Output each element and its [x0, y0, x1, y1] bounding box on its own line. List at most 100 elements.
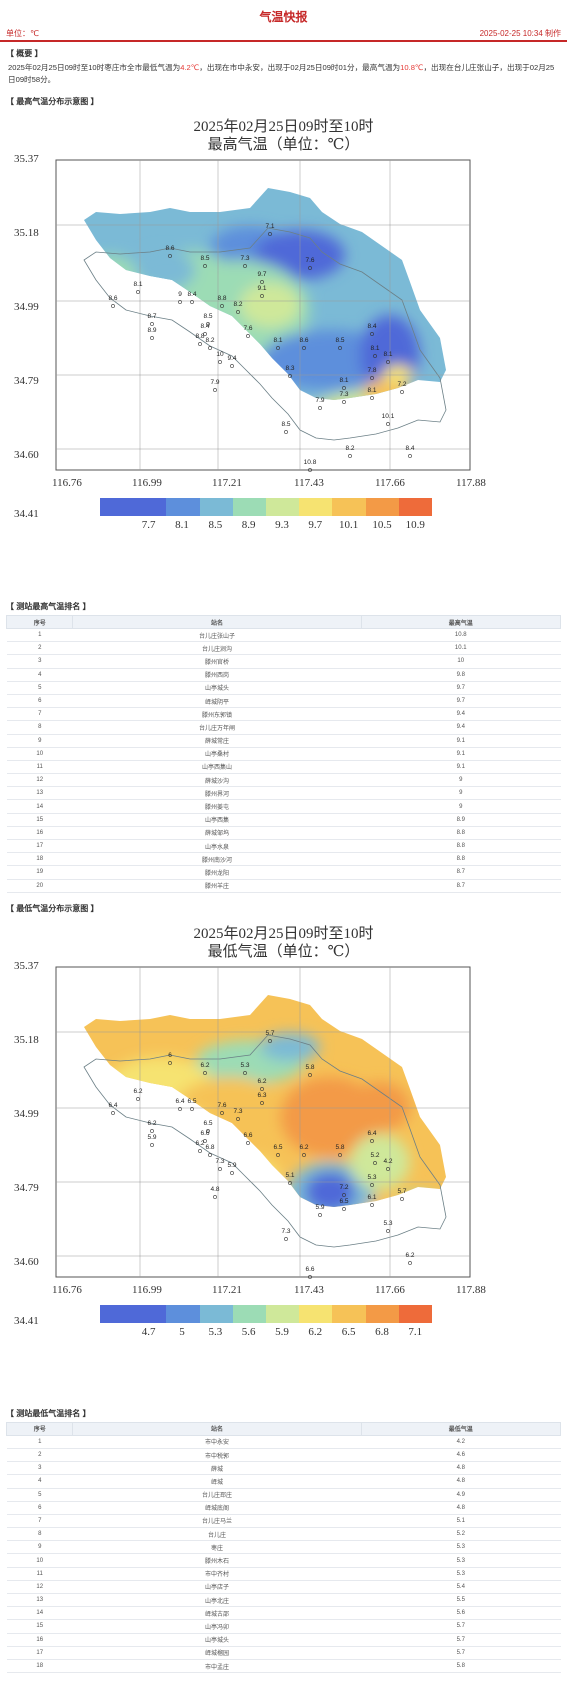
table-cell: 5.2	[361, 1527, 561, 1542]
min-station-value: 6.3	[257, 1092, 266, 1099]
min-temp-value: 4.2℃	[180, 63, 200, 72]
max-station-value: 9	[178, 291, 182, 298]
min-station-marker	[260, 1100, 264, 1105]
table-cell: 9.1	[361, 747, 561, 761]
min-station-value: 5.3	[240, 1062, 249, 1069]
min-station-value: 4.2	[383, 1158, 392, 1165]
max-temp-value: 10.8℃	[400, 63, 424, 72]
max-station-marker	[342, 400, 346, 404]
max-station-marker	[284, 430, 288, 434]
header: 气温快报 单位：℃ 2025-02-25 10:34 制作	[0, 0, 567, 42]
table-cell: 4	[6, 668, 73, 682]
table-cell: 滕州南沙河	[72, 852, 362, 867]
min-station-marker	[288, 1180, 292, 1185]
max-station-value: 8.4	[405, 445, 414, 452]
min-station-marker	[236, 1116, 240, 1121]
max-table-heading: 【 测站最高气温排名 】	[6, 602, 91, 611]
max-legend-label: 8.9	[241, 519, 256, 531]
max-temp-map: 2025年02月25日09时至10时 最高气温（单位：℃） 7.1 7.3 7.6 8.6…	[0, 110, 567, 595]
min-temp-map: 2025年02月25日09时至10时 最低气温（单位：℃） 5.7 5.3 5.8 6 6.…	[0, 917, 567, 1402]
table-row: 16 薛城邹坞 8.8	[6, 826, 561, 841]
table-cell: 8.8	[361, 826, 561, 841]
min-legend-labels: 4.7 5 5.3 5.6 5.9 6.2 6.5 6.8 7.1	[132, 1326, 432, 1338]
table-cell: 薛城	[72, 1461, 362, 1476]
min-station-marker	[230, 1170, 234, 1175]
max-station-marker	[203, 264, 207, 268]
table-cell: 5.7	[361, 1619, 561, 1634]
min-station-marker	[136, 1096, 140, 1101]
min-column-header: 序号	[5, 1421, 74, 1436]
table-cell: 市中永安	[72, 1435, 362, 1449]
min-y-tick: 35.37	[14, 959, 39, 972]
min-table-heading: 【 测站最低气温排名 】	[6, 1408, 91, 1418]
min-station-marker	[373, 1160, 377, 1165]
min-color-zone	[350, 1081, 410, 1132]
min-station-marker	[308, 1072, 312, 1077]
min-legend-label: 6.2	[308, 1325, 323, 1338]
max-y-tick: 34.60	[14, 449, 39, 461]
max-station-value: 10.1	[382, 413, 395, 420]
table-cell: 4.6	[361, 1448, 561, 1463]
table-row: 20 滕州羊庄 8.7	[6, 879, 561, 893]
min-x-tick: 117.21	[212, 1283, 242, 1296]
max-station-marker	[198, 342, 202, 346]
max-legend-label: 9.3	[275, 519, 289, 531]
min-table-header: 序号 站名 最低气温	[5, 1421, 562, 1436]
min-station-marker	[206, 1128, 210, 1133]
max-station-value: 7.8	[367, 367, 376, 374]
table-cell: 4.8	[361, 1501, 561, 1515]
table-cell: 8	[6, 720, 73, 735]
table-cell: 4.8	[361, 1474, 561, 1489]
max-station-value: 8.5	[203, 313, 212, 320]
max-station-value: 8.1	[370, 345, 379, 352]
table-cell: 山亭水泉	[72, 839, 362, 854]
table-cell: 8	[6, 1527, 73, 1542]
min-station-marker	[246, 1140, 250, 1145]
max-station-marker	[178, 300, 182, 304]
max-legend-label: 10.1	[339, 519, 359, 531]
min-x-tick: 117.66	[375, 1283, 405, 1296]
table-cell: 滕州西岗	[72, 668, 362, 682]
min-legend-label: 5.9	[275, 1325, 289, 1338]
min-station-value: 6	[168, 1052, 172, 1059]
max-station-value: 8.1	[383, 351, 392, 358]
max-x-tick: 116.76	[52, 477, 82, 489]
table-row: 13 山亭北庄 5.5	[6, 1593, 561, 1608]
min-y-tick: 34.41	[14, 1314, 39, 1327]
table-row: 11 市中齐村 5.3	[6, 1567, 561, 1581]
table-cell: 山亭西集山	[72, 760, 362, 775]
max-station-marker	[308, 266, 312, 270]
min-station-value: 6.2	[405, 1252, 414, 1259]
table-cell: 峄城	[72, 1474, 362, 1489]
table-cell: 5.7	[361, 1633, 561, 1647]
table-cell: 5.1	[361, 1514, 561, 1529]
table-row: 15 山亭冯卯 5.7	[6, 1619, 561, 1634]
max-x-tick: 116.99	[132, 477, 162, 489]
table-row: 4 峄城 4.8	[6, 1474, 561, 1489]
max-legend-swatch	[232, 498, 267, 516]
table-cell: 13	[6, 1593, 73, 1608]
table-cell: 6	[6, 1501, 73, 1515]
max-legend-labels: 7.7 8.1 8.5 8.9 9.3 9.7 10.1 10.5 10.9	[132, 519, 432, 531]
table-cell: 9	[361, 773, 561, 788]
table-cell: 薛城邹坞	[72, 826, 362, 841]
max-station-marker	[111, 304, 115, 308]
min-y-tick: 34.99	[14, 1107, 39, 1120]
min-station-value: 6.2	[200, 1062, 209, 1069]
min-station-value: 6.4	[108, 1102, 117, 1109]
min-station-marker	[111, 1110, 115, 1115]
table-row: 6 峄城底阁 4.8	[6, 1501, 561, 1515]
table-row: 10 滕州木石 5.3	[6, 1553, 561, 1568]
table-row: 8 台儿庄 5.2	[6, 1527, 561, 1542]
max-table-header: 序号 站名 最高气温	[5, 615, 562, 629]
table-row: 7 台儿庄马兰 5.1	[6, 1514, 561, 1529]
table-cell: 滕州龙阳	[72, 865, 362, 880]
max-legend-swatch	[365, 498, 399, 516]
table-cell: 台儿庄涧沟	[72, 641, 362, 656]
min-temp-table: 序号 站名 最低气温 1 市中永安 4.2 2 市中税郭 4.6 3 薛城 4.8 4 峄城 4.8 5 台儿庄…	[5, 1421, 562, 1674]
table-cell: 9.1	[361, 734, 561, 748]
table-cell: 11	[6, 1567, 73, 1581]
table-cell: 12	[6, 1580, 73, 1595]
table-cell: 5.3	[361, 1567, 561, 1581]
table-cell: 台儿庄张山子	[72, 628, 362, 643]
